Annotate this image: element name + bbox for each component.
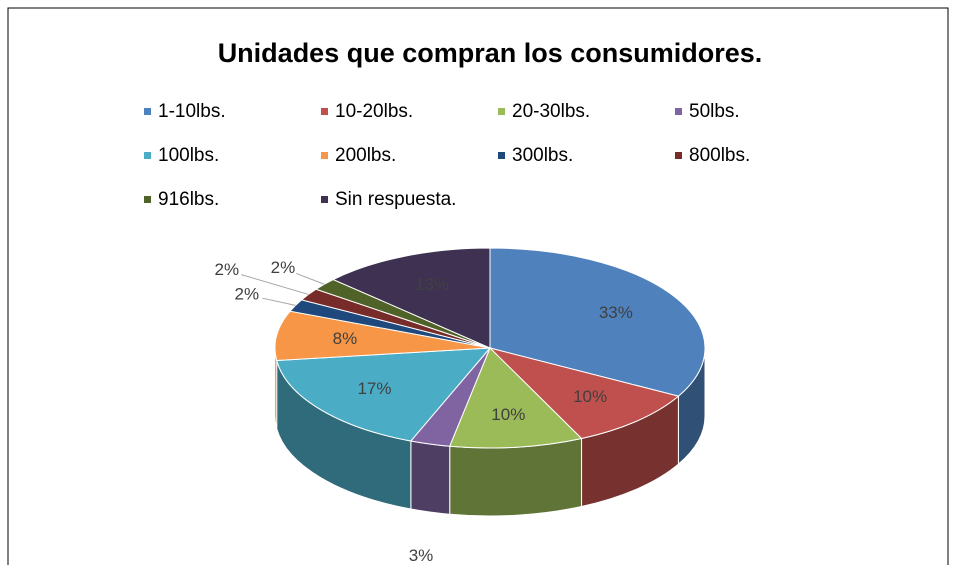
data-label: 17% <box>357 379 391 398</box>
legend-swatch <box>144 196 151 203</box>
data-label: 3% <box>409 546 434 565</box>
slice-side <box>449 437 583 517</box>
legend-swatch <box>498 152 505 159</box>
data-label: 2% <box>214 260 239 279</box>
legend-swatch <box>675 108 682 115</box>
legend-label: 916lbs. <box>158 189 219 210</box>
data-label: 2% <box>235 284 260 303</box>
data-label: 33% <box>599 303 633 322</box>
legend-label: 300lbs. <box>512 145 573 166</box>
leader-line <box>241 274 309 295</box>
legend-label: Sin respuesta. <box>335 189 456 210</box>
data-label: 8% <box>333 329 358 348</box>
slice-side <box>410 440 451 515</box>
legend-swatch <box>144 152 151 159</box>
legend-label: 100lbs. <box>158 145 219 166</box>
legend-label: 20-30lbs. <box>512 101 590 122</box>
legend-label: 1-10lbs. <box>158 101 226 122</box>
legend-label: 50lbs. <box>689 101 740 122</box>
slice <box>448 347 583 449</box>
legend-swatch <box>675 152 682 159</box>
legend-swatch <box>321 152 328 159</box>
legend-swatch <box>321 196 328 203</box>
slice <box>489 247 706 397</box>
slice <box>488 347 680 440</box>
slice <box>332 247 491 349</box>
legend-label: 800lbs. <box>689 145 750 166</box>
data-label: 13% <box>415 275 449 294</box>
legend-swatch <box>144 108 151 115</box>
slice <box>274 310 491 362</box>
data-label: 2% <box>271 258 296 277</box>
leader-line <box>262 297 296 306</box>
legend-label: 10-20lbs. <box>335 101 413 122</box>
legend-swatch <box>321 108 328 115</box>
chart-title: Unidades que compran los consumidores. <box>218 38 763 68</box>
leader-line <box>295 272 325 285</box>
legend-swatch <box>498 108 505 115</box>
data-label: 10% <box>491 405 525 424</box>
legend-label: 200lbs. <box>335 145 396 166</box>
data-label: 10% <box>573 387 607 406</box>
slice <box>276 347 492 442</box>
